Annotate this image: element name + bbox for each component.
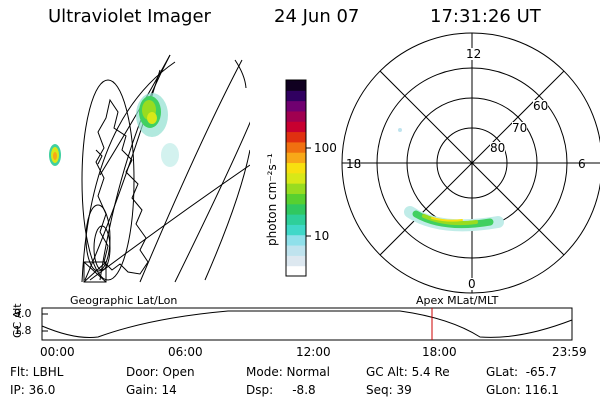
time-tick-0000: 00:00 xyxy=(40,345,75,359)
status-flt: Flt: LBHL xyxy=(10,365,64,379)
colorbar-band xyxy=(286,234,306,246)
status-door: Door: Open xyxy=(126,365,195,379)
mlat-label-70: 70 xyxy=(512,121,528,135)
colorbar-band xyxy=(286,80,306,91)
colorbar-band xyxy=(286,90,306,102)
altitude-ytick-1-8: 1.8 xyxy=(14,324,32,337)
geographic-map xyxy=(49,54,250,283)
auroral-emission xyxy=(49,93,179,167)
map-caption-geographic: Geographic Lat/Lon xyxy=(70,294,178,307)
colorbar-band xyxy=(286,100,306,112)
colorbar-band xyxy=(286,265,306,277)
colorbar-band xyxy=(286,245,306,256)
time-tick-0600: 06:00 xyxy=(168,345,203,359)
header-time: 17:31:26 UT xyxy=(430,6,541,27)
mlat-label-80: 80 xyxy=(490,141,506,155)
colorbar-band xyxy=(286,224,306,236)
colorbar-band xyxy=(286,214,306,225)
colorbar-band xyxy=(286,131,306,143)
colorbar-band xyxy=(286,110,306,122)
altitude-ytick-9: 9.0 xyxy=(14,307,32,320)
colorbar-band xyxy=(286,183,306,194)
colorbar-band xyxy=(286,141,306,153)
mlat-label-60: 60 xyxy=(533,99,549,113)
status-glat: GLat: -65.7 xyxy=(486,365,557,379)
colorbar-tick-100: 100 xyxy=(314,141,337,155)
app-title: Ultraviolet Imager xyxy=(48,6,211,27)
colorbar-band xyxy=(286,255,306,267)
status-glon: GLon: 116.1 xyxy=(486,383,559,397)
colorbar-band xyxy=(286,203,306,215)
status-mode: Mode: Normal xyxy=(246,365,330,379)
status-gain: Gain: 14 xyxy=(126,383,177,397)
status-ip: IP: 36.0 xyxy=(10,383,56,397)
mlt-label-6: 6 xyxy=(578,157,586,171)
polar-auroral-oval xyxy=(398,128,504,232)
time-tick-1800: 18:00 xyxy=(422,345,457,359)
altitude-curve xyxy=(41,310,573,338)
colorbar-band xyxy=(286,152,306,164)
mlt-label-12: 12 xyxy=(466,47,482,61)
colorbar-band xyxy=(286,193,306,205)
status-dsp: Dsp: -8.8 xyxy=(246,383,316,397)
colorbar-band xyxy=(286,121,306,133)
colorbar-band xyxy=(286,172,306,184)
colorbar-tick-10: 10 xyxy=(314,229,330,243)
status-gc-alt: GC Alt: 5.4 Re xyxy=(366,365,450,379)
colorbar-band xyxy=(286,162,306,174)
mlt-label-18: 18 xyxy=(346,157,362,171)
time-tick-1200: 12:00 xyxy=(296,345,331,359)
map-caption-apex: Apex MLat/MLT xyxy=(416,294,499,307)
header-date: 24 Jun 07 xyxy=(274,6,360,27)
mlt-label-0: 0 xyxy=(468,277,476,291)
time-tick-2359: 23:59 xyxy=(552,345,587,359)
status-seq: Seq: 39 xyxy=(366,383,412,397)
